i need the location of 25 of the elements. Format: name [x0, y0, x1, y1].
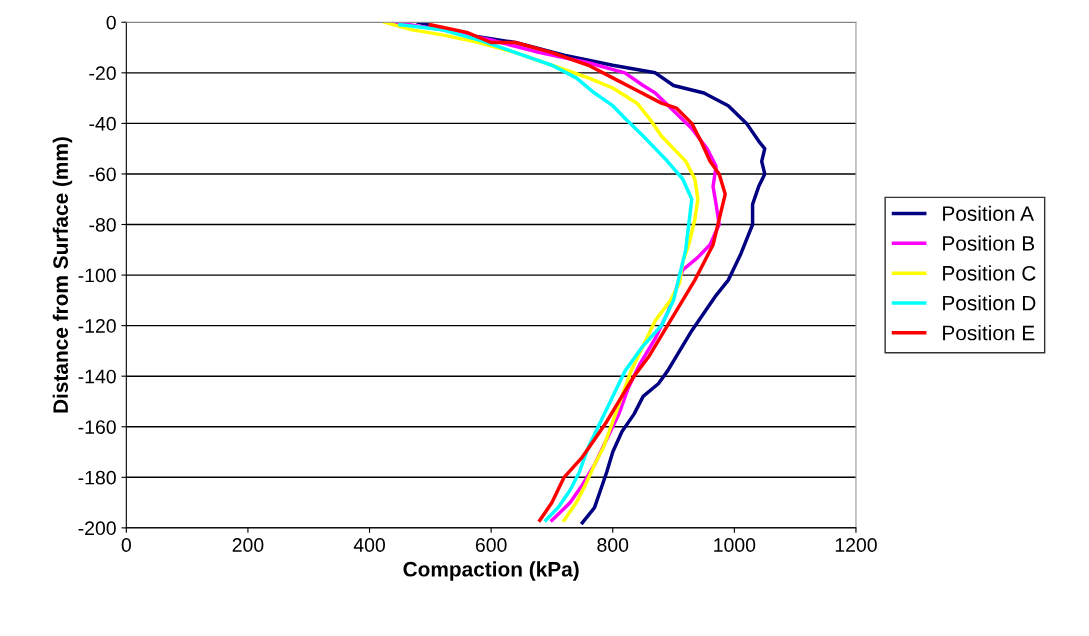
y-tick-label: -80 [89, 217, 116, 232]
x-tick-label: 0 [121, 538, 131, 552]
legend-label: Position D [943, 295, 1036, 311]
y-axis-title: Distance from Surface (mm) [52, 137, 73, 413]
legend-label: Position E [943, 325, 1035, 341]
x-axis-title: Compaction (kPa) [403, 561, 579, 581]
y-tick-label: -160 [78, 420, 116, 434]
legend-label: Position A [943, 205, 1034, 221]
x-tick-label: 1000 [714, 538, 756, 552]
x-tick-label: 800 [597, 538, 629, 552]
y-tick-label: -180 [78, 470, 116, 485]
x-tick-label: 200 [232, 538, 264, 552]
y-tick-label: -120 [78, 319, 116, 333]
x-tick-label: 400 [353, 538, 385, 552]
y-tick-label: -100 [78, 268, 116, 283]
y-tick-label: -140 [78, 369, 116, 384]
legend-label: Position C [943, 265, 1036, 281]
y-tick-label: -60 [89, 167, 116, 182]
y-tick-label: -20 [89, 66, 116, 81]
y-tick-label: -40 [89, 116, 116, 131]
y-tick-label: -200 [78, 521, 116, 536]
legend-label: Position B [943, 235, 1035, 251]
x-tick-label: 600 [475, 538, 507, 552]
y-tick-label: 0 [106, 15, 116, 30]
x-tick-label: 1200 [835, 538, 877, 552]
